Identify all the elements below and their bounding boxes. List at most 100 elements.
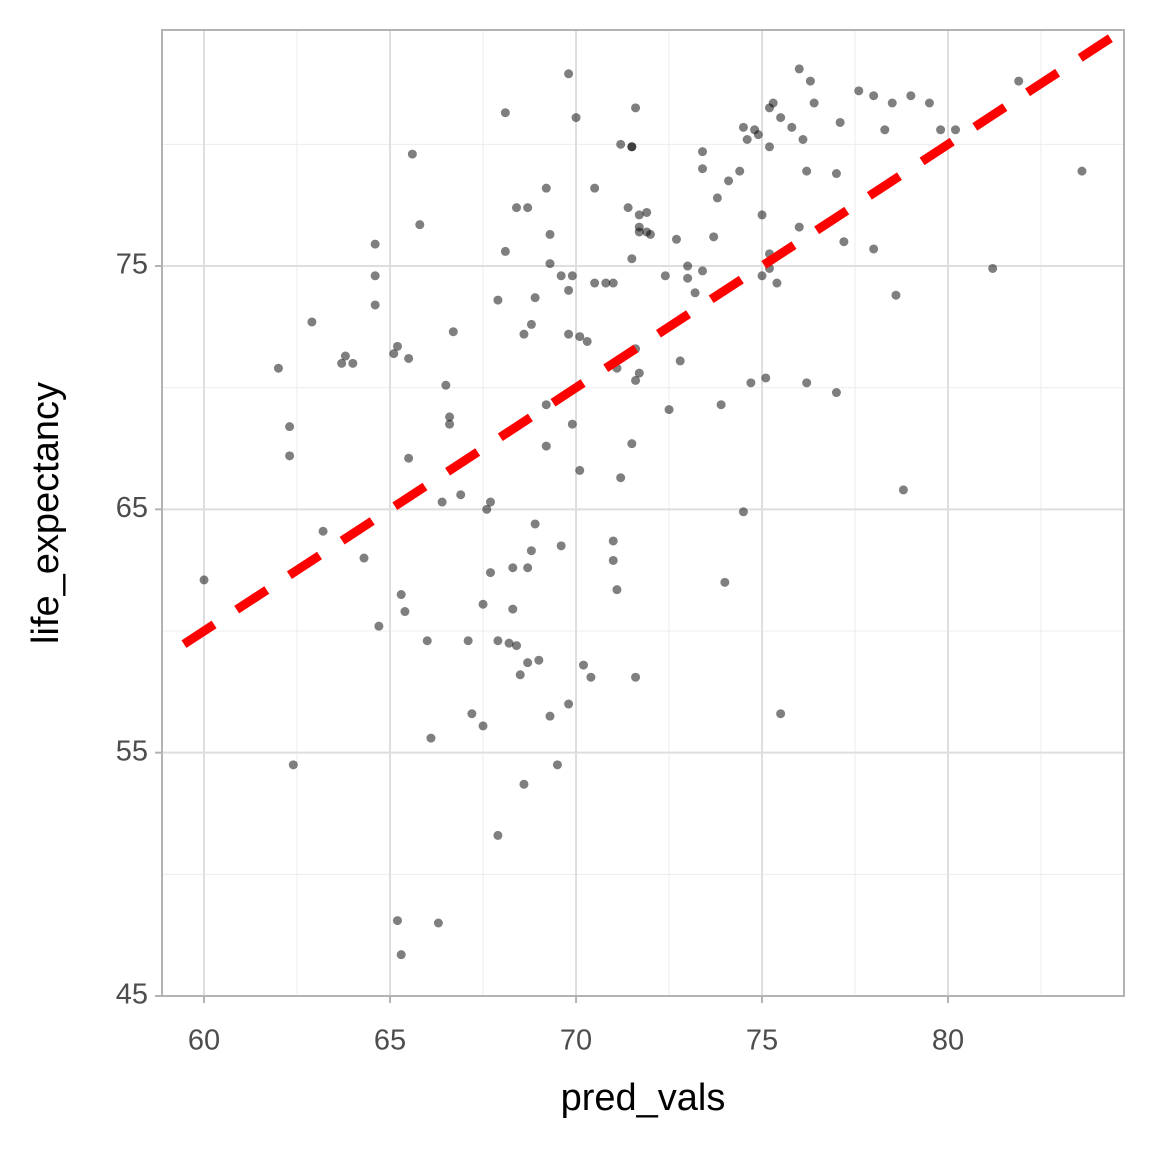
reference-line (181, 30, 1124, 648)
point (831, 169, 841, 179)
point (590, 278, 600, 288)
point (683, 273, 693, 283)
point (854, 86, 864, 96)
point (374, 621, 384, 631)
point (698, 164, 708, 174)
point (805, 76, 815, 86)
point (835, 117, 845, 127)
x-tick-label: 60 (188, 1025, 220, 1057)
point (564, 285, 574, 295)
point (660, 271, 670, 281)
point (794, 64, 804, 74)
point (508, 563, 518, 573)
point (523, 658, 533, 668)
point (541, 400, 551, 410)
point (794, 222, 804, 232)
point (467, 709, 477, 719)
point (389, 349, 399, 359)
point (802, 166, 812, 176)
point (519, 329, 529, 339)
point (608, 278, 618, 288)
point (798, 134, 808, 144)
point (415, 220, 425, 230)
point (396, 590, 406, 600)
point (936, 125, 946, 135)
point (809, 98, 819, 108)
point (519, 779, 529, 789)
point (675, 356, 685, 366)
point (988, 263, 998, 273)
point (530, 519, 540, 529)
point (776, 113, 786, 123)
point (404, 353, 414, 363)
point (746, 378, 756, 388)
point (441, 380, 451, 390)
point (392, 341, 402, 351)
point (698, 266, 708, 276)
point (273, 363, 283, 373)
point (437, 497, 447, 507)
point (370, 239, 380, 249)
y-tick-label: 45 (116, 979, 148, 1011)
point (634, 227, 644, 237)
point (541, 183, 551, 193)
x-tick-label: 65 (374, 1025, 406, 1057)
point (541, 441, 551, 451)
point (924, 98, 934, 108)
point (571, 113, 581, 123)
point (772, 278, 782, 288)
point (608, 555, 618, 565)
point (456, 490, 466, 500)
point (642, 207, 652, 217)
point (634, 368, 644, 378)
point (482, 504, 492, 514)
point (534, 655, 544, 665)
point (545, 229, 555, 239)
point (392, 916, 402, 926)
y-tick-label: 75 (116, 249, 148, 281)
point (586, 672, 596, 682)
point (578, 660, 588, 670)
point (869, 244, 879, 254)
y-tick-label: 65 (116, 492, 148, 524)
point (478, 599, 488, 609)
point (735, 166, 745, 176)
point (285, 451, 295, 461)
point (396, 950, 406, 960)
point (761, 373, 771, 383)
point (575, 332, 585, 342)
point (564, 699, 574, 709)
point (724, 176, 734, 186)
y-axis-title: life_expectancy (25, 382, 67, 644)
point (508, 604, 518, 614)
x-tick-label: 80 (932, 1025, 964, 1057)
point (556, 541, 566, 551)
point (631, 375, 641, 385)
point (627, 142, 637, 152)
point (738, 507, 748, 517)
point (627, 439, 637, 449)
point (545, 259, 555, 269)
point (530, 293, 540, 303)
point (616, 139, 626, 149)
point (787, 122, 797, 132)
point (869, 91, 879, 101)
point (493, 636, 503, 646)
point (288, 760, 298, 770)
point (523, 203, 533, 213)
point (671, 234, 681, 244)
point (575, 465, 585, 475)
point (504, 638, 514, 648)
point (582, 336, 592, 346)
point (526, 319, 536, 329)
point (601, 278, 611, 288)
point (515, 670, 525, 680)
point (757, 210, 767, 220)
x-tick-label: 75 (746, 1025, 778, 1057)
point (463, 636, 473, 646)
point (631, 103, 641, 113)
point (526, 546, 536, 556)
point (318, 526, 328, 536)
point (445, 412, 455, 422)
